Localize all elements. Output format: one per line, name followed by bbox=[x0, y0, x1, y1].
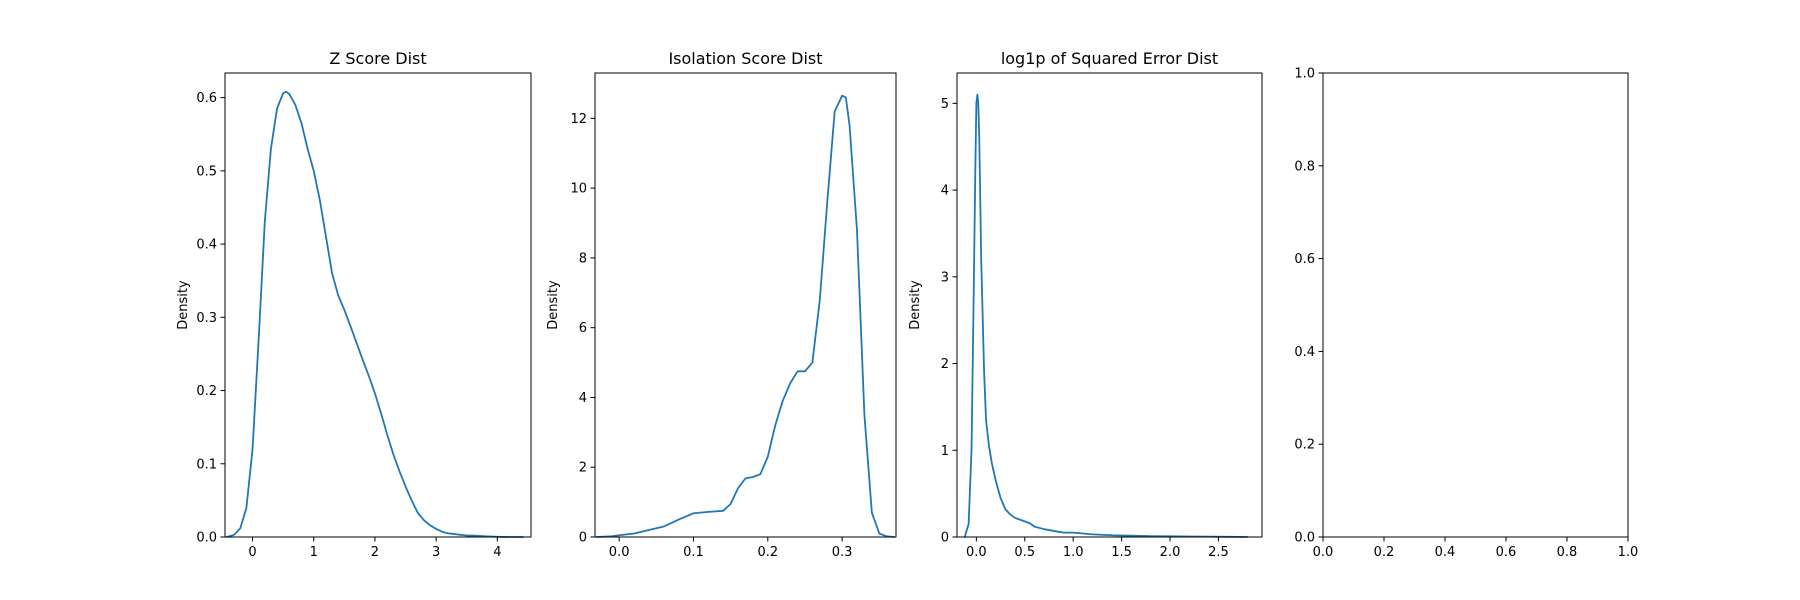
x-tick-label: 0.6 bbox=[1496, 545, 1517, 560]
y-tick-label: 5 bbox=[941, 97, 949, 112]
y-tick-label: 4 bbox=[579, 391, 587, 406]
x-tick-label: 2.5 bbox=[1208, 545, 1229, 560]
y-tick-label: 0.2 bbox=[196, 384, 217, 399]
y-tick-label: 4 bbox=[941, 184, 949, 199]
y-tick-label: 0.6 bbox=[1294, 252, 1315, 267]
x-tick-label: 3 bbox=[432, 545, 440, 560]
x-tick-label: 0.3 bbox=[832, 545, 853, 560]
x-tick-label: 4 bbox=[493, 545, 501, 560]
y-axis-label: Density bbox=[908, 280, 923, 330]
y-axis-label: Density bbox=[176, 280, 191, 330]
axes-frame bbox=[1322, 72, 1629, 538]
y-tick-label: 2 bbox=[579, 461, 587, 476]
y-tick-label: 0.4 bbox=[196, 238, 217, 253]
x-tick-label: 0.4 bbox=[1435, 545, 1456, 560]
chart-title: Z Score Dist bbox=[329, 49, 426, 68]
x-tick-label: 1.5 bbox=[1111, 545, 1132, 560]
x-tick-label: 1 bbox=[310, 545, 318, 560]
y-tick-label: 0 bbox=[579, 531, 587, 546]
x-tick-label: 0.5 bbox=[1014, 545, 1035, 560]
chart-panel-2: 0.0 0.1 0.2 0.3 0 2 4 6 8 10 12 Isolation Score Dis… bbox=[546, 49, 897, 560]
y-tick-label: 2 bbox=[941, 357, 949, 372]
x-tick-label: 2.0 bbox=[1160, 545, 1181, 560]
y-tick-label: 0.5 bbox=[196, 164, 217, 179]
x-tick-label: 0 bbox=[248, 545, 256, 560]
x-tick-label: 0.0 bbox=[609, 545, 630, 560]
chart-panel-4: 0.0 0.2 0.4 0.6 0.8 1.0 0.0 0.2 0.4 0.6 0.8 1.0 bbox=[1294, 67, 1638, 561]
x-tick-label: 0.2 bbox=[757, 545, 778, 560]
y-tick-label: 12 bbox=[570, 112, 587, 127]
y-tick-label: 0.0 bbox=[196, 531, 217, 546]
y-tick-label: 0.2 bbox=[1294, 438, 1315, 453]
y-tick-label: 10 bbox=[570, 182, 587, 197]
chart-panel-3: 0.0 0.5 1.0 1.5 2.0 2.5 0 1 2 3 4 5 log1p of Squared… bbox=[908, 49, 1263, 560]
y-tick-label: 0.8 bbox=[1294, 159, 1315, 174]
y-tick-label: 0 bbox=[941, 531, 949, 546]
y-tick-label: 3 bbox=[941, 270, 949, 285]
y-tick-label: 1.0 bbox=[1294, 67, 1315, 82]
x-tick-label: 0.8 bbox=[1557, 545, 1578, 560]
x-tick-label: 2 bbox=[371, 545, 379, 560]
x-tick-label: 0.0 bbox=[966, 545, 987, 560]
axes-frame bbox=[956, 72, 1263, 538]
x-tick-label: 0.2 bbox=[1374, 545, 1395, 560]
y-tick-label: 0.1 bbox=[196, 457, 217, 472]
y-axis-label: Density bbox=[546, 280, 561, 330]
x-tick-label: 1.0 bbox=[1618, 545, 1639, 560]
y-tick-label: 0.6 bbox=[196, 91, 217, 106]
density-line-2-1 bbox=[595, 94, 896, 538]
y-tick-label: 8 bbox=[579, 251, 587, 266]
y-tick-label: 6 bbox=[579, 321, 587, 336]
chart-title: log1p of Squared Error Dist bbox=[1001, 49, 1218, 68]
axes-frame bbox=[224, 72, 532, 538]
chart-panel-1: 0 1 2 3 4 0.0 0.1 0.2 0.3 0.4 0.5 0.6 Z Score Dist De… bbox=[176, 49, 532, 560]
chart-title: Isolation Score Dist bbox=[668, 49, 822, 68]
y-tick-label: 0.0 bbox=[1294, 531, 1315, 546]
axes-frame bbox=[594, 72, 897, 538]
y-tick-label: 1 bbox=[941, 444, 949, 459]
x-tick-label: 1.0 bbox=[1063, 545, 1084, 560]
y-tick-label: 0.4 bbox=[1294, 345, 1315, 360]
x-tick-label: 0.1 bbox=[683, 545, 704, 560]
density-line-1-1 bbox=[225, 90, 524, 538]
y-tick-label: 0.3 bbox=[196, 311, 217, 326]
density-line-3-1 bbox=[963, 93, 1249, 538]
x-tick-label: 0.0 bbox=[1313, 545, 1334, 560]
